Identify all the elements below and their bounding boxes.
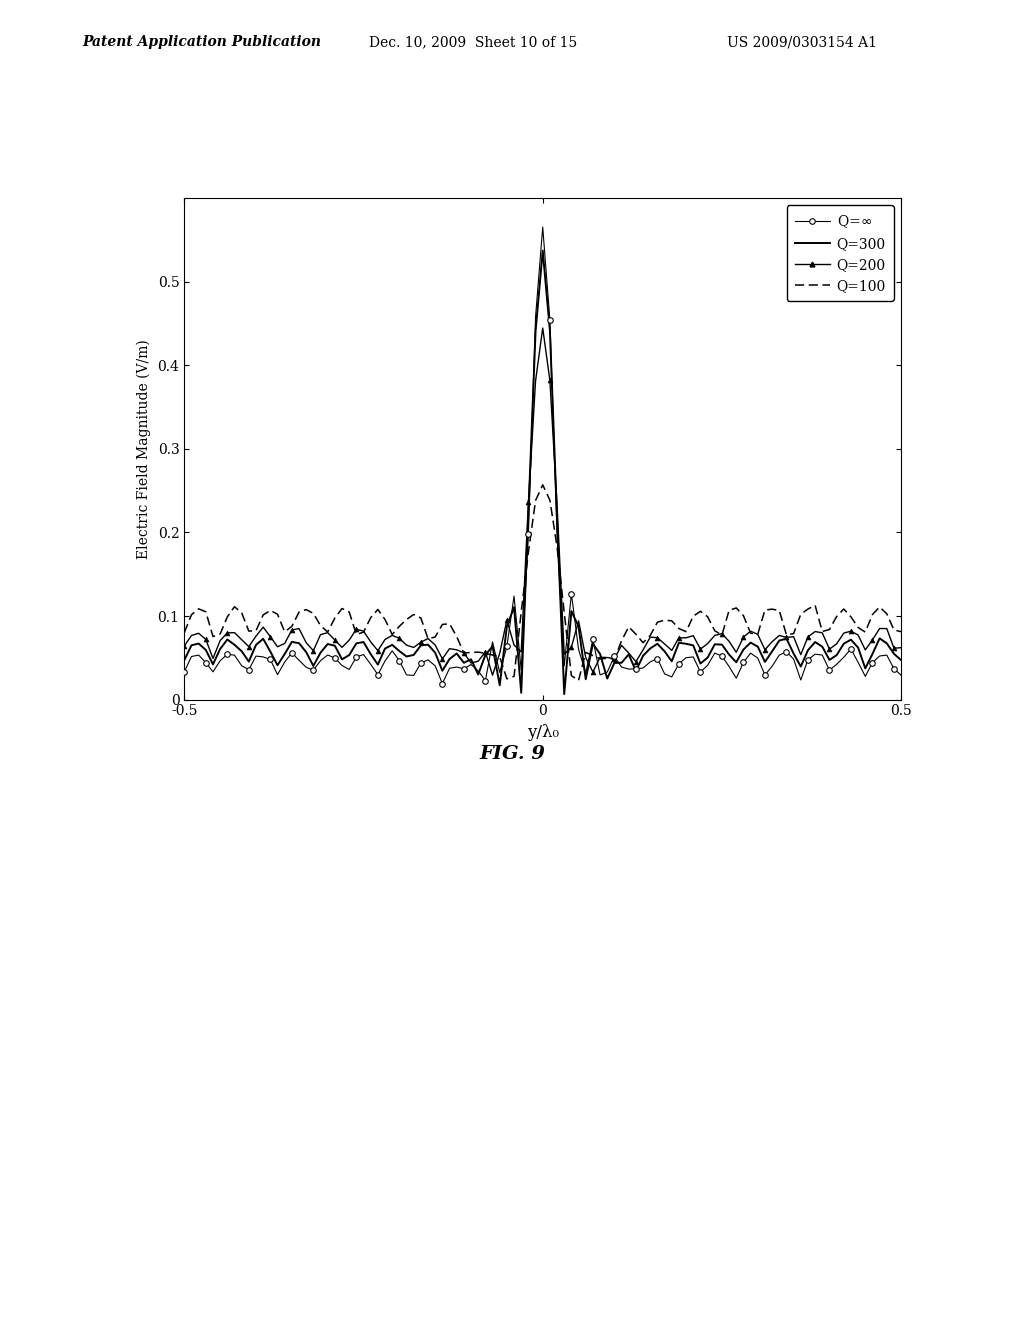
Text: Patent Application Publication: Patent Application Publication <box>82 36 321 49</box>
Text: US 2009/0303154 A1: US 2009/0303154 A1 <box>727 36 877 49</box>
Text: Dec. 10, 2009  Sheet 10 of 15: Dec. 10, 2009 Sheet 10 of 15 <box>369 36 577 49</box>
Text: FIG. 9: FIG. 9 <box>479 744 545 763</box>
Legend: Q=$\infty$, Q=300, Q=200, Q=100: Q=$\infty$, Q=300, Q=200, Q=100 <box>786 205 894 301</box>
X-axis label: y/λ₀: y/λ₀ <box>526 723 559 741</box>
Y-axis label: Electric Field Magnitude (V/m): Electric Field Magnitude (V/m) <box>136 339 151 558</box>
